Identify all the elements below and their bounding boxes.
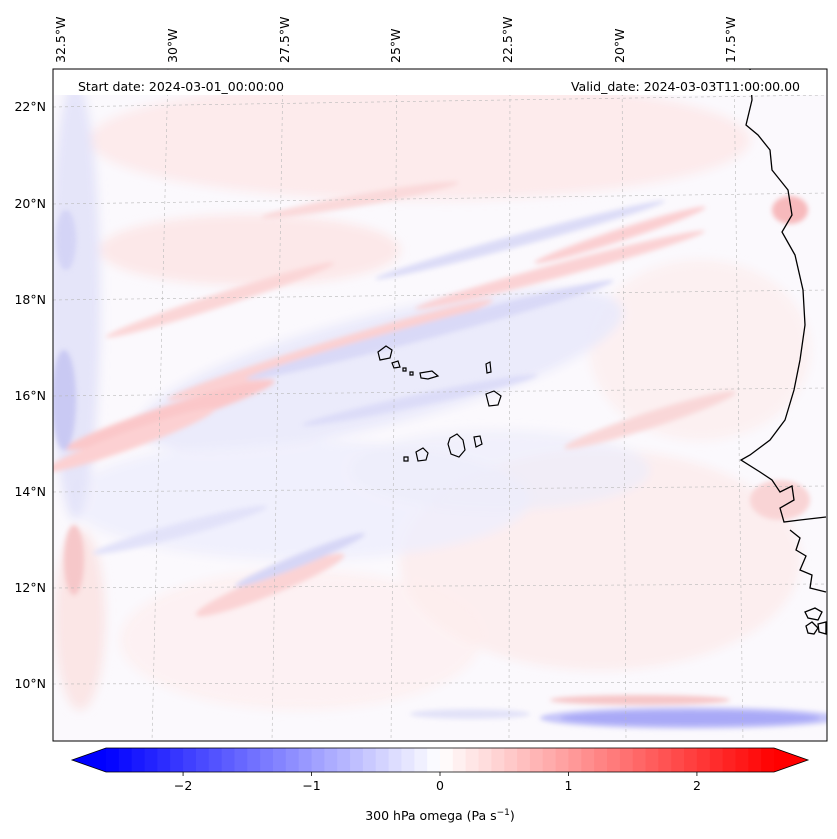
colorbar-extend-min: [72, 748, 106, 772]
lon-label: 32.5°W: [53, 17, 68, 63]
colorbar-outline: [70, 747, 810, 773]
colorbar-segment: [260, 748, 274, 772]
lat-label: 12°N: [14, 580, 46, 595]
lon-label: 27.5°W: [277, 17, 292, 63]
colorbar-segment: [504, 748, 518, 772]
colorbar-segment: [619, 748, 634, 772]
colorbar-segment: [362, 748, 377, 772]
colorbar-tick-label: 1: [564, 778, 572, 793]
colorbar-segment: [452, 748, 467, 772]
lat-label: 22°N: [14, 99, 46, 114]
colorbar-segment: [748, 748, 762, 772]
colorbar-segment: [517, 748, 531, 772]
colorbar-segment: [388, 748, 403, 772]
colorbar-segment: [157, 748, 171, 772]
colorbar-tick-label: 2: [693, 778, 701, 793]
colorbar-segment: [607, 748, 621, 772]
longitude-labels: 32.5°W 30°W 27.5°W 25°W 22.5°W 20°W 17.5…: [53, 17, 738, 63]
lat-label: 10°N: [14, 676, 46, 691]
colorbar-segment: [118, 748, 133, 772]
colorbar-segment: [221, 748, 236, 772]
colorbar-segment: [144, 748, 158, 772]
colorbar-segment: [465, 748, 480, 772]
colorbar-segment: [324, 748, 338, 772]
colorbar-segment: [285, 748, 300, 772]
start-date-label: Start date: 2024-03-01_00:00:00: [78, 79, 284, 94]
lat-label: 16°N: [14, 388, 46, 403]
omega-field: [53, 69, 827, 741]
colorbar-segment: [234, 748, 248, 772]
valid-date-label: Valid_date: 2024-03-03T11:00:00.00: [571, 79, 800, 94]
colorbar-segment: [594, 748, 608, 772]
colorbar-segment: [311, 748, 325, 772]
colorbar-segment: [671, 748, 685, 772]
header-strip: [54, 70, 826, 95]
lat-label: 14°N: [14, 484, 46, 499]
colorbar-segment: [131, 748, 146, 772]
colorbar-segment: [273, 748, 287, 772]
colorbar-segment: [427, 748, 441, 772]
colorbar-segment: [632, 748, 647, 772]
colorbar-tick-label: −1: [302, 778, 320, 793]
lon-label: 22.5°W: [500, 17, 515, 63]
colorbar-segment: [581, 748, 595, 772]
colorbar-segment: [247, 748, 261, 772]
map-frame: [52, 68, 828, 742]
colorbar-segment: [735, 748, 749, 772]
lon-label: 17.5°W: [723, 17, 738, 63]
colorbar-segment: [645, 748, 659, 772]
colorbar-segment: [696, 748, 711, 772]
lon-label: 20°W: [612, 28, 627, 63]
colorbar-segment: [658, 748, 672, 772]
colorbar-segment: [170, 748, 184, 772]
colorbar-segment: [478, 748, 492, 772]
colorbar-segment: [298, 748, 313, 772]
colorbar-extend-max: [774, 748, 808, 772]
colorbar-segment: [414, 748, 428, 772]
colorbar-segment: [183, 748, 197, 772]
colorbar-segment: [542, 748, 557, 772]
colorbar-segment: [709, 748, 724, 772]
colorbar-segment: [440, 748, 454, 772]
colorbar-tick-label: −2: [174, 778, 192, 793]
colorbar-segment: [195, 748, 210, 772]
cape-verde-islands: [377, 345, 502, 462]
coastline: [739, 69, 827, 635]
colorbar-segment: [401, 748, 415, 772]
latitude-labels: 22°N 20°N 18°N 16°N 14°N 12°N 10°N: [14, 99, 46, 691]
colorbar-segment: [106, 748, 120, 772]
colorbar-segment: [684, 748, 698, 772]
colorbar-segment: [208, 748, 223, 772]
colorbar-tick-label: 0: [436, 778, 444, 793]
gridlines: [53, 69, 827, 741]
colorbar-segment: [350, 748, 364, 772]
colorbar-label: 300 hPa omega (Pa s−1): [365, 808, 515, 823]
colorbar-segment: [529, 748, 544, 772]
lon-label: 30°W: [165, 28, 180, 63]
colorbar-segment: [761, 748, 775, 772]
colorbar-segment: [722, 748, 737, 772]
colorbar-segment: [568, 748, 582, 772]
colorbar-segment: [555, 748, 570, 772]
colorbar-segment: [375, 748, 390, 772]
lon-label: 25°W: [388, 28, 403, 63]
colorbar-segment: [491, 748, 505, 772]
colorbar-segment: [337, 748, 351, 772]
colorbar: [70, 747, 810, 773]
lat-label: 20°N: [14, 196, 46, 211]
colorbar-ticks: −2 −1 0 1 2: [174, 772, 701, 793]
lat-label: 18°N: [14, 292, 46, 307]
